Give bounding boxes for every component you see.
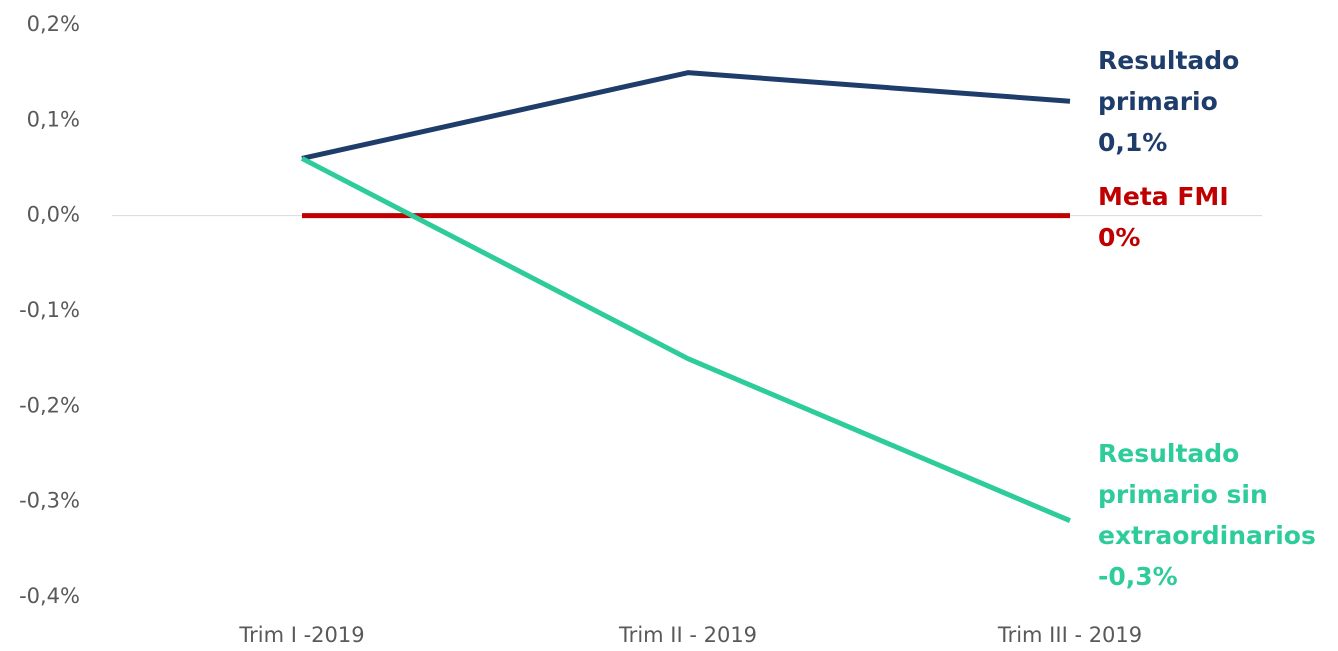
series-label: Resultado primario sin extraordinarios -0… <box>1098 433 1333 597</box>
y-tick-label: -0,2% <box>19 393 80 417</box>
y-tick-label: 0,1% <box>27 107 80 131</box>
y-tick-label: -0,4% <box>19 584 80 608</box>
y-tick-label: -0,1% <box>19 298 80 322</box>
data-label: -0,3% <box>1098 562 1178 591</box>
y-tick-label: 0,0% <box>27 203 80 227</box>
series-line <box>300 156 1071 524</box>
series-label: Resultado primario 0,1% <box>1098 40 1333 163</box>
x-tick-label: Trim I -2019 <box>238 623 364 647</box>
legend-entry: Resultado primario sin extraordinarios <box>1098 439 1316 550</box>
x-tick-label: Trim III - 2019 <box>997 623 1142 647</box>
legend-entry: Resultado primario <box>1098 46 1240 116</box>
data-label: 0,1% <box>1098 128 1168 157</box>
y-tick-label: 0,2% <box>27 12 80 36</box>
series-line <box>301 70 1071 161</box>
x-tick-label: Trim II - 2019 <box>618 623 757 647</box>
legend-entry: Meta FMI <box>1098 182 1229 211</box>
data-label: 0% <box>1098 223 1141 252</box>
y-tick-label: -0,3% <box>19 489 80 513</box>
series-label: Meta FMI 0% <box>1098 176 1333 258</box>
